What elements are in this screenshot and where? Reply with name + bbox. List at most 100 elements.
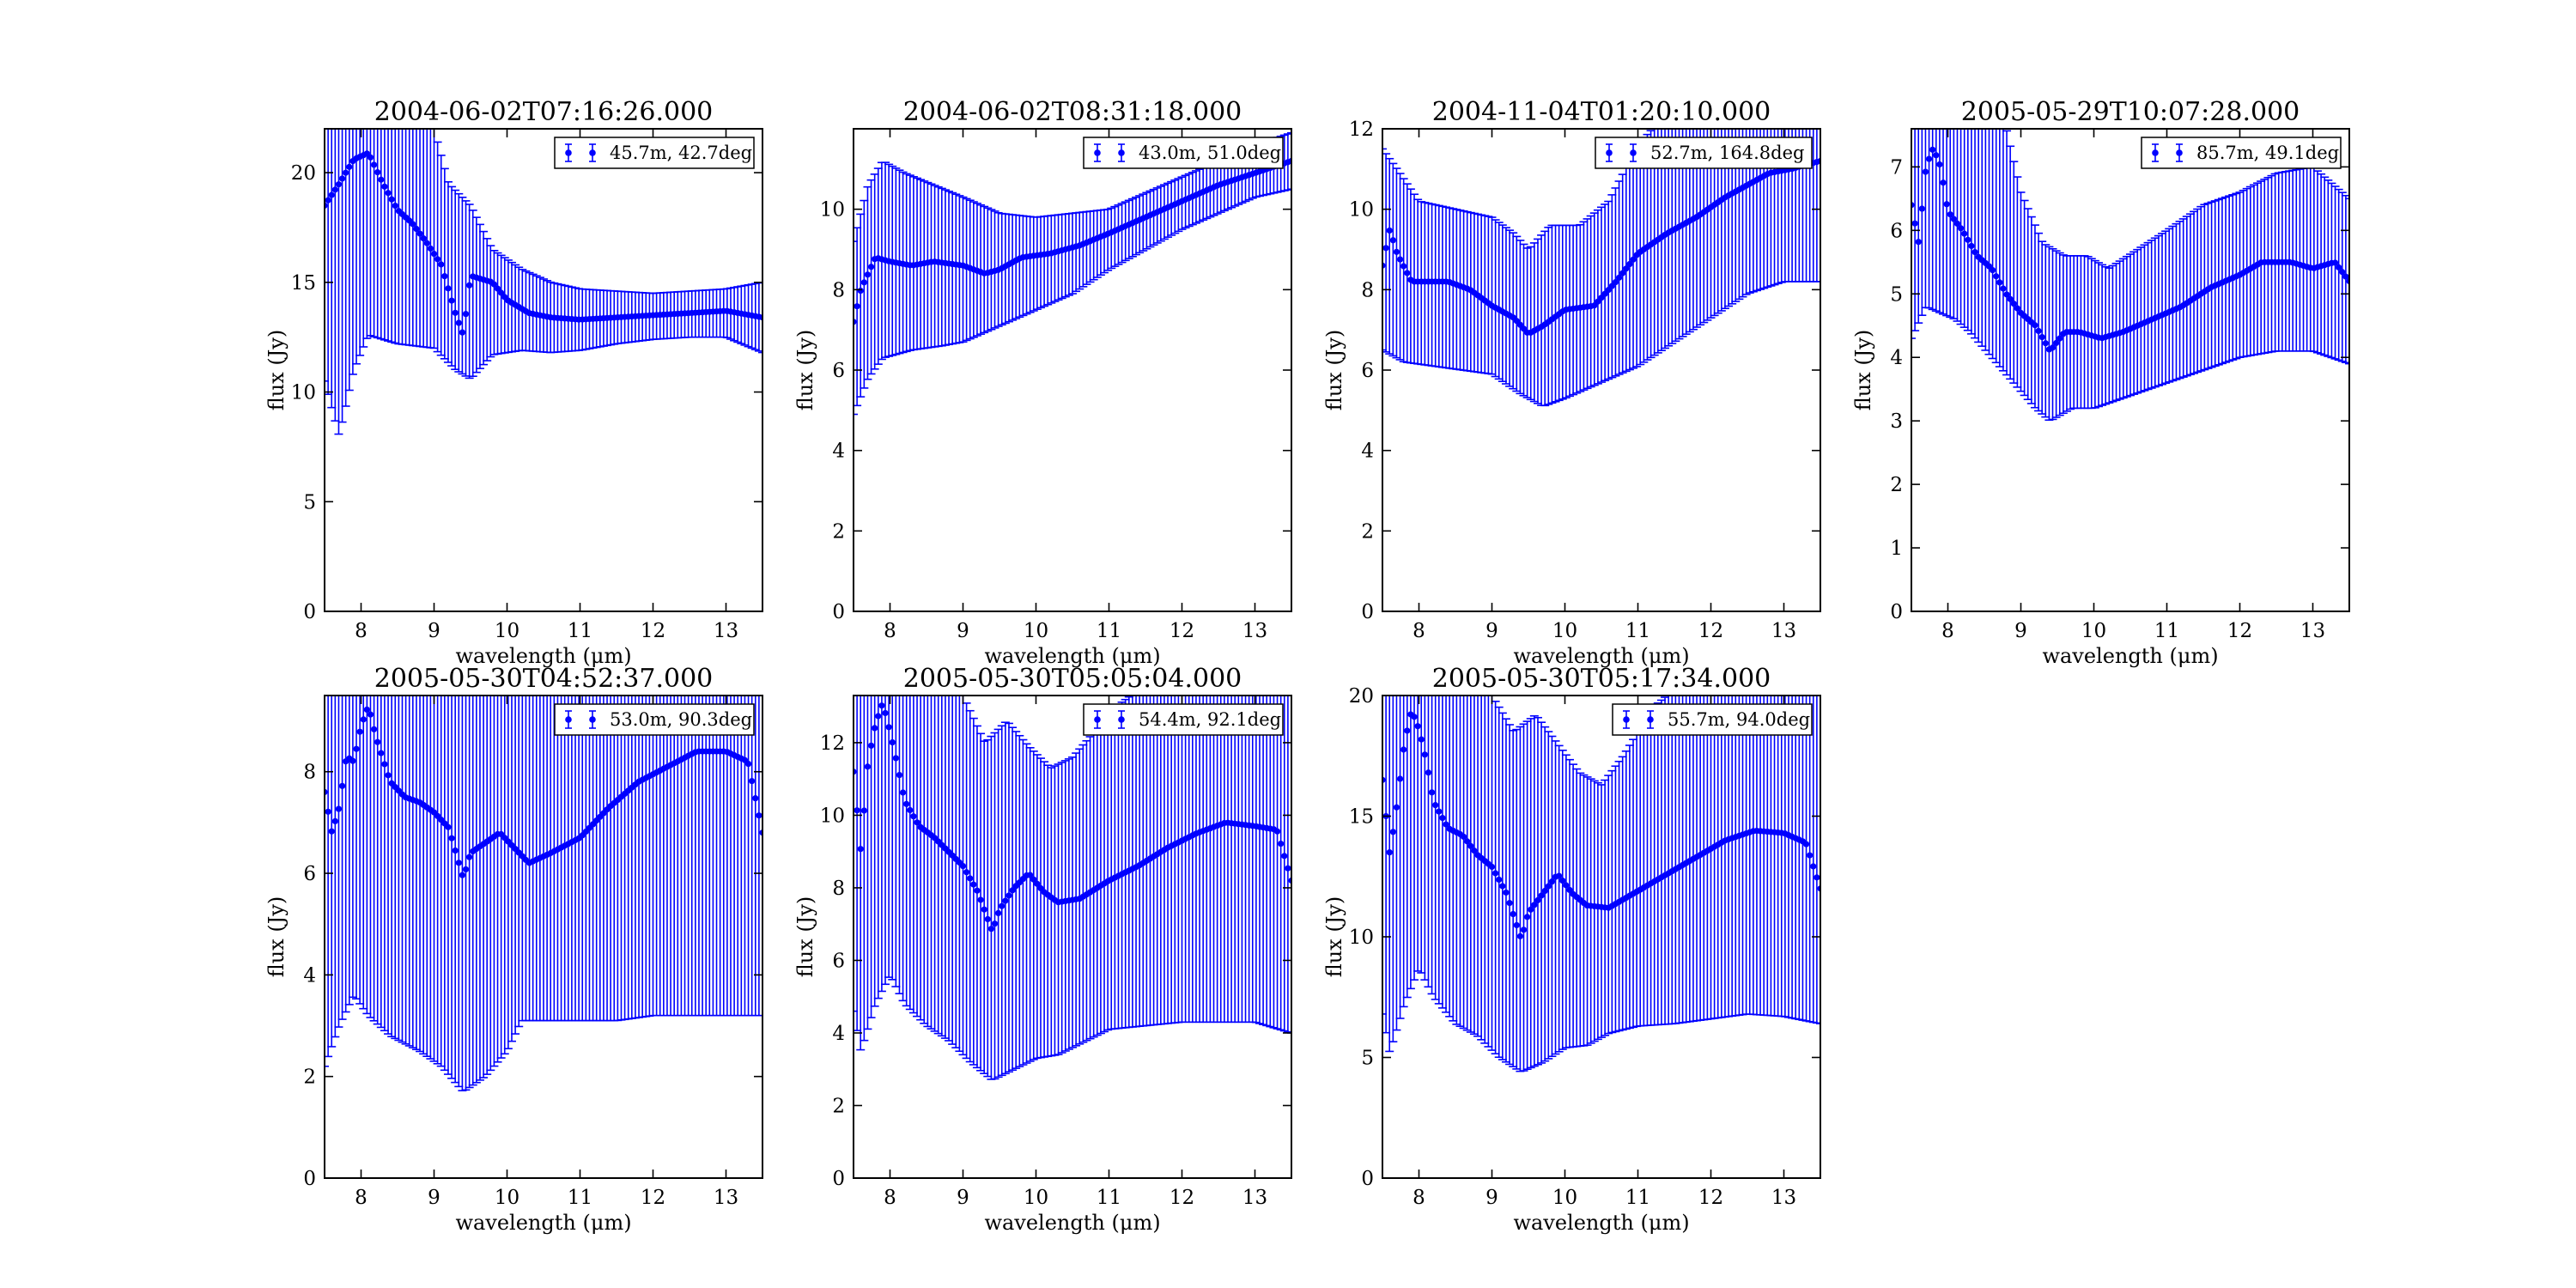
legend-box	[554, 703, 755, 736]
y-tick-label: 6	[832, 360, 845, 382]
subplot-6: 8 9 10 11 12 13 0 2 4 6 8 10 12 2005-05-30T05:05:04.0…	[793, 664, 1292, 1235]
data-point	[1496, 876, 1503, 884]
data-point	[1626, 260, 1633, 268]
data-point	[325, 808, 331, 815]
data-point	[2010, 301, 2017, 307]
data-point	[1531, 902, 1538, 908]
data-point	[1009, 887, 1016, 894]
legend-label: 53.0m, 90.3deg	[610, 709, 752, 730]
data-point	[864, 763, 872, 770]
y-tick-label: 1	[1890, 538, 1903, 560]
data-point	[1411, 714, 1418, 720]
data-point	[1556, 872, 1563, 879]
data-point	[1393, 804, 1400, 811]
y-tick-label: 0	[832, 1168, 845, 1190]
plot-title: 2004-11-04T01:20:10.000	[1432, 97, 1771, 127]
data-point	[1989, 266, 1996, 274]
plot-title: 2004-06-02T08:31:18.000	[903, 97, 1242, 127]
x-tick-label: 12	[641, 620, 665, 642]
data-point	[875, 713, 882, 720]
data-point	[857, 287, 864, 295]
data-point	[1436, 808, 1443, 815]
data-series	[1911, 129, 2349, 422]
legend-marker-point	[1118, 716, 1125, 723]
y-tick-label: 10	[820, 805, 845, 827]
data-point	[2035, 327, 2042, 335]
axes-frame	[324, 128, 763, 612]
x-axis-label: wavelength (μm)	[984, 1211, 1160, 1235]
data-point	[1285, 865, 1291, 872]
data-point	[1492, 870, 1499, 877]
y-tick-label: 10	[1349, 927, 1374, 949]
data-point	[867, 742, 875, 749]
x-tick-label: 9	[957, 1187, 969, 1209]
x-axis-label: wavelength (μm)	[455, 644, 631, 668]
y-tick-label: 5	[1890, 283, 1903, 306]
subplot-3: 8 9 10 11 12 13 0 2 4 6 8 10 12 2004-11-04T01:20:10.0…	[1322, 97, 1821, 668]
x-tick-label: 13	[1242, 1187, 1267, 1209]
y-tick-label: 10	[820, 199, 845, 222]
data-point	[1925, 155, 1933, 162]
data-point	[1950, 216, 1957, 222]
x-tick-label: 11	[1097, 1187, 1121, 1209]
legend: 85.7m, 49.1deg	[2141, 137, 2342, 169]
data-point	[455, 319, 462, 326]
data-point	[448, 835, 455, 841]
data-point	[1940, 179, 1947, 186]
x-tick-label: 11	[1625, 620, 1650, 642]
legend-box	[1083, 137, 1284, 169]
y-tick-label: 15	[1349, 806, 1374, 829]
y-axis-label: flux (Jy)	[793, 896, 817, 978]
legend-marker-point	[2176, 149, 2183, 156]
data-point	[1918, 205, 1925, 212]
y-tick-label: 12	[820, 732, 845, 755]
legend-marker-point	[565, 716, 572, 723]
data-point	[370, 726, 378, 732]
data-point	[1802, 841, 1810, 848]
data-point	[427, 245, 434, 252]
data-point	[1548, 878, 1556, 885]
y-tick-label: 10	[291, 382, 316, 404]
data-point	[1386, 227, 1393, 234]
legend-marker-point	[589, 149, 596, 156]
data-series	[325, 696, 762, 1091]
legend-marker-point	[1094, 716, 1101, 723]
y-tick-label: 6	[1361, 360, 1374, 382]
plot-title: 2005-05-29T10:07:28.000	[1961, 97, 2300, 127]
legend-marker-point	[1094, 149, 1101, 156]
plot-title: 2005-05-30T05:05:04.000	[903, 664, 1242, 694]
legend: 52.7m, 164.8deg	[1595, 137, 1813, 169]
data-point	[1911, 220, 1918, 227]
y-axis-label: flux (Jy)	[1322, 896, 1346, 978]
data-point	[907, 806, 914, 814]
data-point	[1414, 723, 1421, 730]
legend-box	[1612, 703, 1813, 736]
data-point	[1488, 863, 1496, 871]
y-axis-label: flux (Jy)	[264, 896, 289, 978]
data-point	[452, 309, 459, 316]
data-point	[410, 221, 416, 228]
data-point	[388, 196, 395, 203]
y-tick-label: 7	[1890, 156, 1903, 179]
data-point	[1971, 249, 1978, 256]
x-tick-label: 9	[1485, 620, 1498, 642]
data-point	[999, 902, 1005, 909]
data-point	[1929, 146, 1936, 153]
data-point	[1563, 882, 1570, 889]
legend-marker-point	[1118, 149, 1125, 156]
data-point	[335, 805, 343, 812]
y-tick-label: 8	[303, 762, 316, 784]
x-tick-label: 10	[1552, 620, 1577, 642]
x-axis-label: wavelength (μm)	[1513, 644, 1689, 668]
data-point	[2339, 269, 2346, 276]
data-point	[1534, 896, 1541, 903]
data-point	[1541, 887, 1548, 895]
data-point	[328, 828, 335, 835]
y-tick-label: 6	[832, 950, 845, 972]
x-tick-label: 10	[2081, 620, 2106, 642]
legend-marker-point	[2152, 149, 2159, 156]
data-point	[1807, 852, 1814, 859]
data-point	[1957, 225, 1965, 232]
data-point	[1386, 849, 1393, 856]
data-point	[2053, 339, 2060, 347]
